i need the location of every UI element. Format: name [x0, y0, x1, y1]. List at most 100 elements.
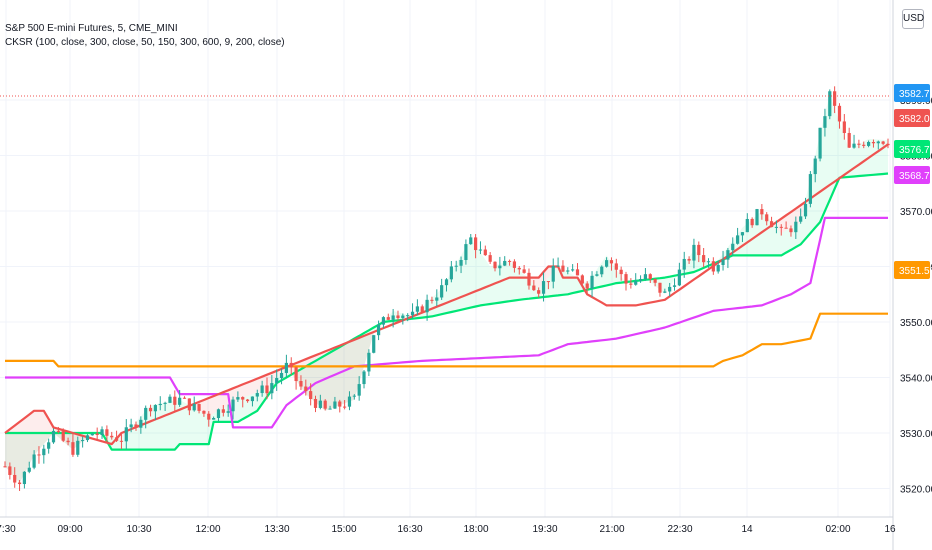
candle-body	[546, 281, 550, 283]
candle-body	[755, 209, 759, 226]
candle-body	[187, 398, 191, 411]
candle	[459, 256, 463, 274]
candle-body	[483, 249, 487, 256]
candle-body	[575, 269, 580, 276]
candle	[774, 220, 779, 234]
currency-button[interactable]: USD	[902, 9, 924, 29]
candle-body	[823, 116, 827, 128]
candle-body	[469, 237, 473, 245]
candle	[406, 313, 410, 322]
time-tick-label: 16	[884, 524, 896, 535]
time-tick-label: 14	[741, 524, 753, 535]
candle-body	[66, 440, 70, 443]
candle	[309, 383, 313, 406]
candle-body	[352, 395, 356, 397]
candle	[527, 268, 531, 290]
candle-body	[260, 385, 264, 394]
candle-body	[672, 285, 677, 287]
candle-body	[561, 265, 565, 272]
time-tick-label: 22:30	[667, 524, 692, 535]
candle	[833, 86, 837, 114]
candle-body	[158, 403, 162, 406]
candle	[275, 369, 279, 391]
candle-body	[173, 396, 177, 405]
candle	[17, 480, 22, 491]
candle-body	[90, 433, 94, 436]
candle	[415, 299, 419, 316]
candle	[619, 266, 623, 281]
candle-body	[818, 127, 822, 159]
candle	[624, 271, 628, 291]
price-tag-label: 3582.00	[899, 114, 932, 125]
candle	[653, 278, 657, 287]
candle	[692, 238, 696, 269]
candle-body	[139, 419, 143, 428]
price-tag-label: 3568.75	[899, 171, 932, 182]
candle-body	[600, 266, 604, 275]
candle-body	[333, 401, 337, 409]
candle-body	[454, 265, 458, 267]
candle-body	[876, 141, 880, 144]
candle-body	[202, 410, 206, 414]
candle	[561, 260, 565, 273]
candle-body	[61, 431, 65, 441]
candle	[803, 197, 808, 220]
candle-body	[590, 275, 594, 289]
candle	[769, 216, 774, 228]
candle	[799, 208, 803, 224]
candle	[551, 258, 555, 289]
candle	[187, 398, 191, 416]
candle-body	[17, 482, 22, 485]
candle-body	[153, 405, 158, 412]
candle-body	[420, 306, 424, 313]
candle	[842, 114, 846, 140]
candle	[381, 316, 386, 329]
candle	[483, 245, 487, 256]
candle	[265, 377, 269, 400]
candle	[440, 278, 444, 300]
candle-body	[862, 144, 866, 146]
candle	[168, 394, 172, 404]
candle	[197, 403, 201, 414]
time-axis[interactable]: 7:30 09:00 10:30 12:00 13:30 15:00 16:30 18:00 1…	[0, 524, 896, 535]
candle-body	[726, 250, 730, 260]
candle-body	[245, 399, 250, 402]
candle-body	[716, 265, 720, 272]
time-tick-label: 15:00	[331, 524, 356, 535]
candle	[735, 227, 740, 245]
candle-body	[609, 260, 614, 264]
candle	[173, 390, 177, 412]
candle	[182, 396, 187, 399]
candle	[163, 401, 167, 411]
candle	[129, 418, 133, 433]
price-tick-label: 3570.00	[900, 207, 932, 218]
candle	[32, 450, 36, 470]
candle	[71, 433, 75, 457]
candle	[289, 357, 293, 375]
candle-body	[71, 442, 75, 455]
candle	[61, 428, 65, 443]
candle-body	[163, 402, 167, 404]
candle-body	[313, 398, 318, 408]
candle-body	[410, 311, 415, 316]
candle-body	[638, 279, 643, 281]
candle-body	[595, 274, 599, 276]
candle-body	[808, 174, 812, 204]
candle	[876, 140, 880, 150]
candle-body	[110, 435, 114, 438]
candle-body	[343, 406, 347, 408]
time-tick-label: 13:30	[264, 524, 289, 535]
candle-body	[357, 384, 361, 396]
candle-body	[367, 352, 371, 372]
price-tag: 3582.00	[894, 109, 932, 127]
symbol-title: S&P 500 E-mini Futures, 5, CME_MINI	[5, 23, 178, 34]
candle	[818, 127, 822, 162]
candle	[522, 264, 526, 274]
candle-body	[241, 397, 245, 400]
time-tick-label: 21:00	[599, 524, 624, 535]
candle	[765, 212, 769, 226]
candle-body	[731, 243, 735, 251]
candle-body	[842, 121, 846, 134]
candle	[503, 256, 507, 267]
